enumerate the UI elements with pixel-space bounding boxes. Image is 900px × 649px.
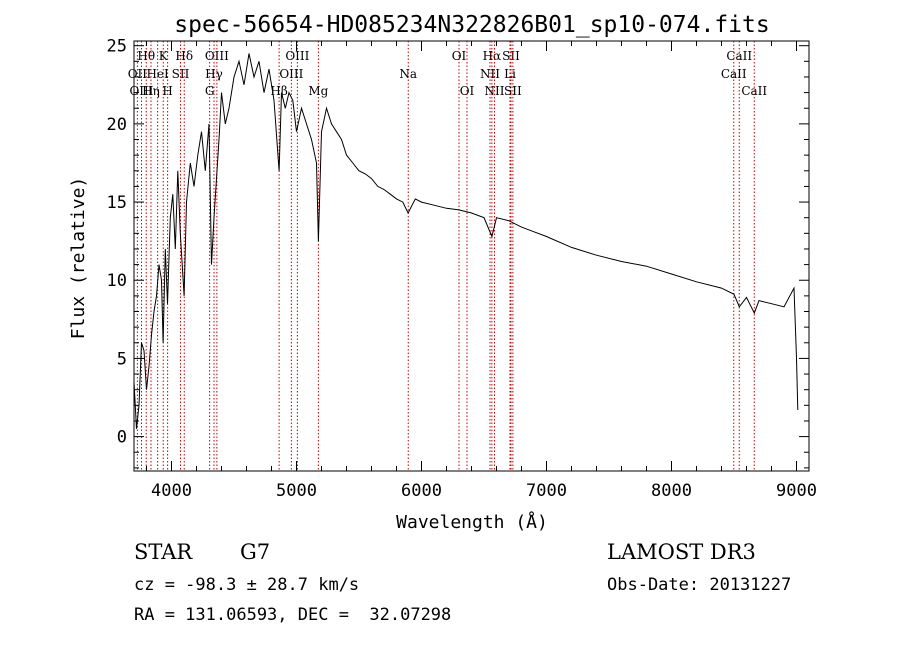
spectral-line-label: OIII bbox=[129, 84, 153, 98]
y-tick-label: 0 bbox=[117, 428, 127, 448]
spectral-line-label: Hθ bbox=[137, 49, 155, 63]
x-tick-label: 5000 bbox=[276, 481, 317, 501]
spectral-line-label: OI bbox=[460, 84, 475, 98]
spectral-line-label: Hβ bbox=[270, 84, 287, 98]
spectral-line-label: CaII bbox=[726, 49, 752, 63]
spectral-line-label: Hα bbox=[483, 49, 502, 63]
x-tick-label: 4000 bbox=[151, 481, 192, 501]
y-tick-label: 20 bbox=[107, 115, 127, 135]
spectral-line-label: G bbox=[205, 84, 215, 98]
spectral-line-label: Hγ bbox=[205, 67, 223, 81]
survey-name: LAMOST DR3 bbox=[607, 540, 756, 564]
y-tick-label: 5 bbox=[117, 349, 127, 369]
spectral-line-label: OI bbox=[452, 49, 467, 63]
x-tick-label: 7000 bbox=[526, 481, 567, 501]
redshift-velocity: cz = -98.3 ± 28.7 km/s bbox=[134, 575, 359, 595]
spectral-line-label: NII bbox=[480, 67, 500, 81]
spectral-line-label: CaII bbox=[741, 84, 767, 98]
spectral-line-label: Hη bbox=[142, 84, 160, 98]
x-axis-label: Wavelength (Å) bbox=[396, 511, 548, 533]
plot-frame bbox=[133, 40, 810, 472]
y-axis-label: Flux (relative) bbox=[68, 177, 89, 340]
spectral-line-label: SII bbox=[172, 67, 190, 81]
spectral-line-label: Mg bbox=[308, 84, 328, 98]
spectral-line-label: SII bbox=[504, 84, 522, 98]
spectral-line-label: OIII bbox=[279, 67, 303, 81]
y-tick-label: 25 bbox=[107, 37, 127, 57]
observation-date: Obs-Date: 20131227 bbox=[607, 575, 791, 595]
x-tick-label: 6000 bbox=[401, 481, 442, 501]
spectral-line-label: OIII bbox=[285, 49, 309, 63]
coordinates: RA = 131.06593, DEC = 32.07298 bbox=[134, 605, 451, 625]
spectral-line-label: OII bbox=[128, 67, 148, 81]
spectral-line-label: K bbox=[159, 49, 169, 63]
y-tick-label: 10 bbox=[107, 271, 127, 291]
spectral-line-label: Li bbox=[504, 67, 516, 81]
spectral-line-label: Hδ bbox=[175, 49, 193, 63]
axis-ticks: 4000 5000 6000 7000 8000 9000 0 5 10 15 20 25 bbox=[107, 37, 817, 501]
spectral-line-label: OIII bbox=[205, 49, 229, 63]
spectral-line-label: CaII bbox=[721, 67, 747, 81]
x-tick-label: 8000 bbox=[651, 481, 692, 501]
spectral-line-label: Na bbox=[399, 67, 417, 81]
spectral-line-label: H bbox=[162, 84, 172, 98]
chart-title: spec-56654-HD085234N322826B01_sp10-074.f… bbox=[174, 12, 769, 38]
object-subclass: G7 bbox=[240, 540, 270, 564]
spectral-line-label: HeI bbox=[146, 67, 169, 81]
spectral-line-label: SII bbox=[502, 49, 520, 63]
object-class: STAR bbox=[134, 540, 193, 564]
y-tick-label: 15 bbox=[107, 193, 127, 213]
spectrum-series-line bbox=[133, 53, 799, 429]
spectral-line-label: NII bbox=[485, 84, 505, 98]
x-tick-label: 9000 bbox=[776, 481, 817, 501]
